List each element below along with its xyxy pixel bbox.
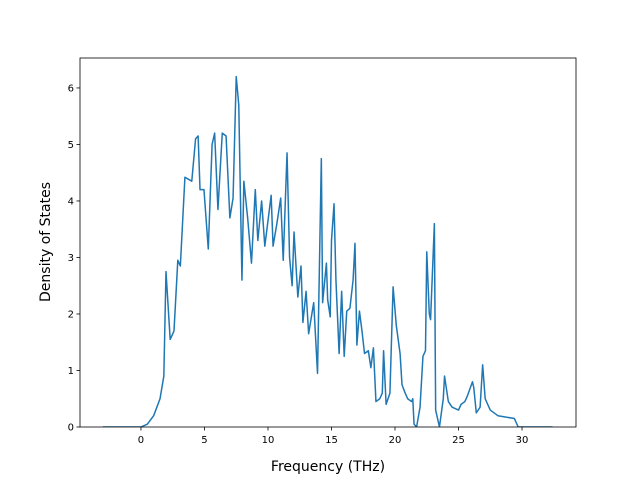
plot-frame — [79, 57, 577, 428]
y-tick-label: 1 — [68, 366, 74, 377]
x-tick-label: 15 — [325, 435, 338, 446]
x-axis-label: Frequency (THz) — [271, 459, 385, 475]
y-tick-label: 5 — [68, 140, 74, 151]
x-tick-label: 0 — [138, 435, 144, 446]
y-tick-label: 2 — [68, 309, 74, 320]
x-tick-label: 25 — [452, 435, 465, 446]
x-tick-label: 10 — [262, 435, 275, 446]
y-tick-label: 6 — [68, 83, 74, 94]
x-tick-label: 30 — [516, 435, 529, 446]
y-tick-label: 0 — [68, 423, 74, 434]
dos-line — [102, 75, 553, 427]
x-tick-label: 20 — [389, 435, 402, 446]
y-tick-label: 3 — [68, 253, 74, 264]
y-tick-label: 4 — [68, 196, 74, 207]
x-tick-label: 5 — [201, 435, 207, 446]
y-axis-label: Density of States — [38, 182, 54, 302]
